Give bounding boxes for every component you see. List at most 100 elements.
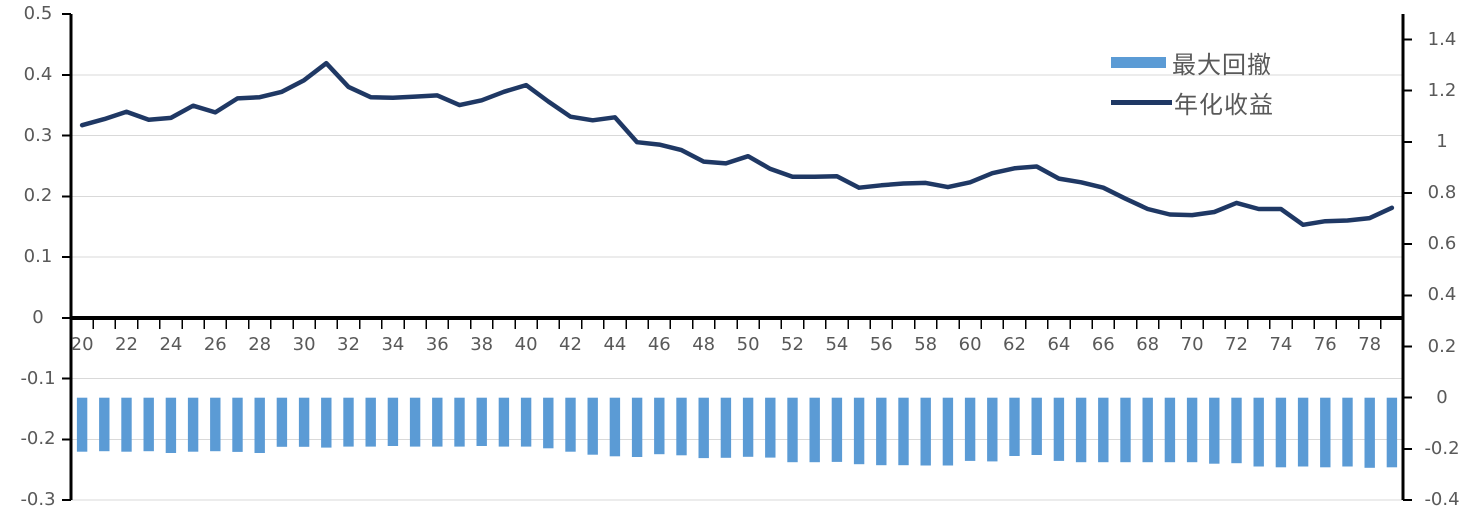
legend-label-max-drawdown: 最大回撤 bbox=[1172, 50, 1272, 79]
bar bbox=[1075, 397, 1087, 463]
x-axis-tick-label: 20 bbox=[70, 334, 94, 355]
bar bbox=[987, 397, 998, 462]
right-axis-tick-label: 1.4 bbox=[1427, 28, 1457, 50]
x-axis-tick-label: 70 bbox=[1180, 334, 1204, 355]
bar bbox=[1098, 397, 1109, 463]
right-axis-tick-label: 0.8 bbox=[1427, 182, 1457, 204]
x-axis-tick-label: 44 bbox=[603, 334, 627, 355]
x-axis-tick-label: 34 bbox=[381, 334, 405, 355]
x-axis-tick-label: 46 bbox=[647, 334, 671, 355]
bar bbox=[676, 397, 687, 456]
bar bbox=[1164, 397, 1176, 463]
x-axis-tick-label: 56 bbox=[869, 334, 893, 355]
bar bbox=[432, 397, 443, 447]
bar bbox=[210, 397, 221, 452]
bar bbox=[1009, 397, 1020, 456]
bar bbox=[454, 397, 465, 447]
bar bbox=[343, 397, 354, 447]
bar bbox=[1053, 397, 1065, 461]
bar bbox=[698, 397, 709, 459]
x-axis-tick-label: 58 bbox=[914, 334, 938, 355]
x-axis-tick-label: 38 bbox=[470, 334, 494, 355]
bar bbox=[920, 397, 931, 466]
x-axis-tick-label: 50 bbox=[736, 334, 760, 355]
bar bbox=[631, 397, 643, 457]
bar bbox=[1364, 397, 1375, 468]
legend-label-annualized-return: 年化收益 bbox=[1174, 90, 1274, 119]
x-axis-tick-label: 66 bbox=[1091, 334, 1115, 355]
x-axis-tick-label: 26 bbox=[203, 334, 227, 355]
bar bbox=[1142, 397, 1153, 463]
left-axis-tick-label: 0.1 bbox=[23, 246, 53, 267]
x-axis-tick-label: 28 bbox=[248, 334, 272, 355]
right-axis-tick-label: 0.2 bbox=[1427, 335, 1457, 357]
bar bbox=[809, 397, 820, 463]
bar bbox=[254, 397, 265, 453]
bar bbox=[121, 397, 132, 452]
left-axis-tick-label: -0.1 bbox=[20, 367, 56, 389]
legend-item-max-drawdown: 最大回撤 bbox=[1111, 42, 1274, 82]
bar bbox=[1209, 397, 1220, 464]
bar bbox=[587, 397, 598, 455]
bar bbox=[964, 397, 976, 461]
x-axis-tick-label: 72 bbox=[1225, 334, 1248, 355]
bar bbox=[1031, 397, 1042, 455]
bar bbox=[720, 397, 732, 458]
left-axis-tick-label: 0.3 bbox=[23, 124, 53, 146]
x-axis-tick-label: 64 bbox=[1047, 334, 1071, 355]
left-axis-tick-label: 0 bbox=[32, 306, 44, 328]
bar bbox=[942, 397, 954, 466]
left-axis-tick-label: 0.2 bbox=[23, 185, 53, 207]
x-axis-tick-label: 62 bbox=[1003, 334, 1026, 355]
bar bbox=[321, 397, 332, 448]
bar bbox=[876, 397, 887, 466]
bar bbox=[387, 397, 399, 446]
bar bbox=[543, 397, 554, 449]
bar bbox=[498, 397, 510, 447]
bar bbox=[1275, 397, 1287, 468]
bar bbox=[787, 397, 798, 463]
x-axis-tick-label: 68 bbox=[1136, 334, 1160, 355]
line-series bbox=[79, 60, 1395, 228]
bar bbox=[276, 397, 288, 447]
x-axis-tick-label: 40 bbox=[514, 334, 538, 355]
x-axis-tick-label: 32 bbox=[337, 334, 360, 355]
left-axis-tick-label: -0.2 bbox=[20, 428, 56, 450]
right-axis-tick-label: 0 bbox=[1436, 386, 1448, 408]
bar bbox=[1231, 397, 1242, 464]
x-axis-tick-label: 36 bbox=[425, 334, 449, 355]
x-axis-tick-label: 78 bbox=[1358, 334, 1382, 355]
legend-item-annualized-return: 年化收益 bbox=[1111, 82, 1274, 122]
right-axis-tick-label: 1 bbox=[1436, 130, 1448, 152]
bar bbox=[76, 397, 88, 452]
x-axis-tick-label: 74 bbox=[1269, 334, 1293, 355]
x-axis-tick-label: 48 bbox=[692, 334, 716, 355]
bar bbox=[99, 397, 110, 452]
bar bbox=[143, 397, 154, 452]
x-axis-tick-label: 42 bbox=[559, 334, 582, 355]
bar bbox=[476, 397, 487, 446]
bar bbox=[765, 397, 776, 458]
bar bbox=[565, 397, 576, 452]
bar bbox=[1120, 397, 1131, 463]
left-axis-tick-label: -0.3 bbox=[20, 489, 56, 510]
x-axis-tick-label: 76 bbox=[1313, 334, 1337, 355]
right-axis-tick-label: -0.4 bbox=[1424, 489, 1460, 510]
bar bbox=[409, 397, 421, 447]
bar bbox=[187, 397, 199, 452]
x-axis-tick-label: 24 bbox=[159, 334, 183, 355]
x-axis-tick-label: 54 bbox=[825, 334, 849, 355]
bar bbox=[1320, 397, 1331, 468]
x-axis-tick-label: 22 bbox=[115, 334, 138, 355]
legend: 最大回撤 年化收益 bbox=[1111, 42, 1274, 122]
bar bbox=[1186, 397, 1198, 463]
left-axis-tick-label: 0.4 bbox=[23, 63, 53, 85]
bar bbox=[365, 397, 376, 447]
x-axis-tick-label: 52 bbox=[781, 334, 804, 355]
bar bbox=[831, 397, 843, 462]
bar bbox=[1253, 397, 1264, 467]
line-series-swatch bbox=[1111, 99, 1172, 105]
bar-series-swatch bbox=[1111, 56, 1166, 68]
